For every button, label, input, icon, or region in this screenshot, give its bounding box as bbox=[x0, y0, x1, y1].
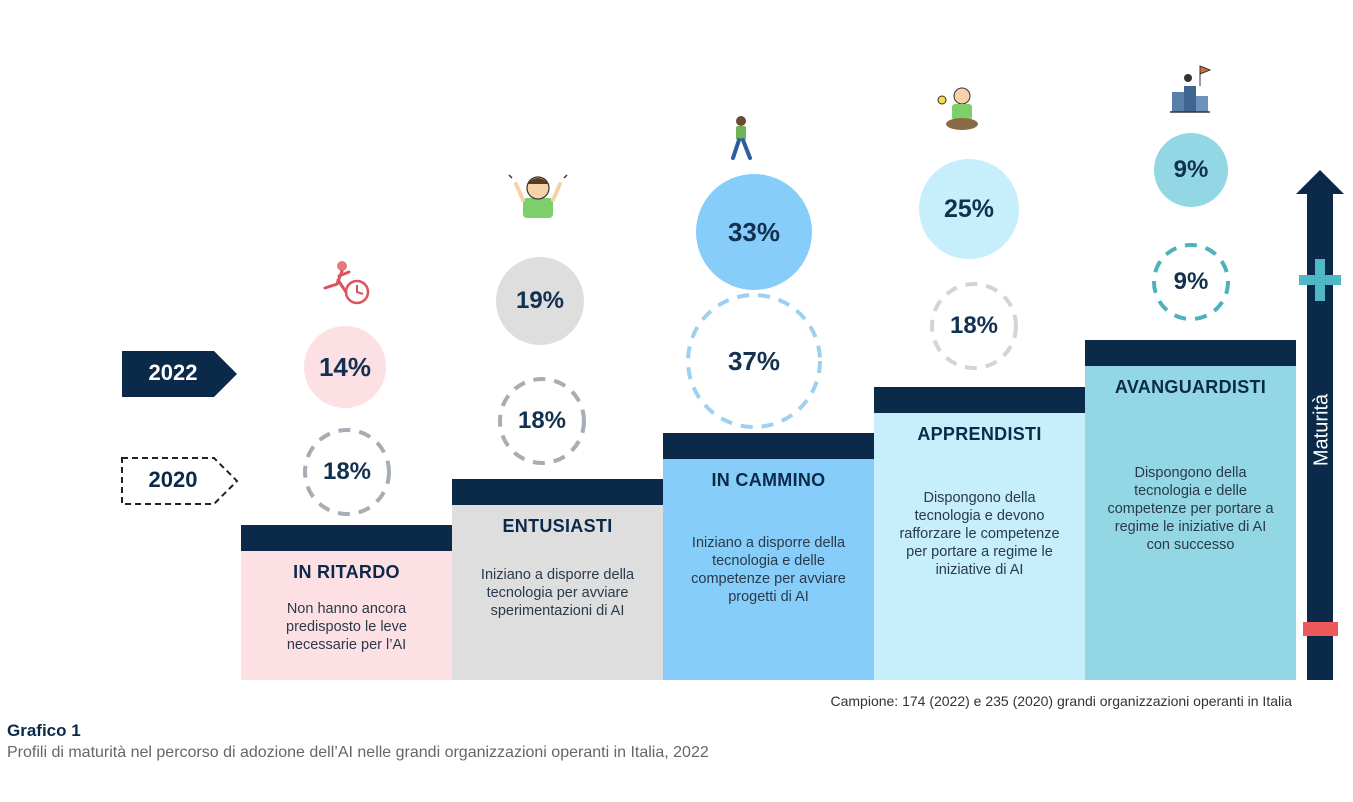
step-panel-2 bbox=[452, 505, 663, 680]
legend-2020-shape bbox=[121, 457, 239, 505]
source-note: Campione: 174 (2022) e 235 (2020) grandi… bbox=[830, 693, 1292, 709]
step-band-3 bbox=[663, 433, 874, 459]
bubble-2020-ring-2 bbox=[498, 377, 586, 465]
figure-title: Grafico 1 bbox=[7, 721, 81, 740]
step-band-5 bbox=[1085, 340, 1296, 366]
excited-person-icon bbox=[508, 174, 568, 218]
bubble-2020-1: 18% bbox=[322, 458, 372, 485]
learning-person-icon bbox=[937, 87, 978, 130]
figure-subtitle: Profili di maturità nel percorso di adoz… bbox=[7, 744, 709, 761]
bubble-2020-2: 18% bbox=[517, 407, 567, 434]
bubble-2022-2: 19% bbox=[496, 257, 584, 345]
step-title-4: APPRENDISTI bbox=[917, 424, 1042, 444]
bubble-2020-4: 18% bbox=[949, 312, 999, 339]
bubble-2020-ring-3 bbox=[686, 293, 822, 429]
legend-2022-label: 2022 bbox=[148, 360, 198, 385]
maturity-axis-label: Maturità bbox=[1310, 393, 1333, 467]
bubble-2022-1: 14% bbox=[304, 326, 386, 408]
legend-2020-label: 2020 bbox=[148, 467, 198, 492]
step-description-4: Dispongono della tecnologia e devono raf… bbox=[899, 490, 1060, 578]
bubble-2022-4: 25% bbox=[919, 159, 1019, 259]
step-panel-3 bbox=[663, 459, 874, 680]
axis-plus-marker-v bbox=[1315, 259, 1325, 301]
step-title-5: AVANGUARDISTI bbox=[1114, 377, 1267, 397]
step-title-1: IN RITARDO bbox=[293, 562, 400, 582]
step-panel-5 bbox=[1085, 366, 1296, 680]
axis-minus-marker bbox=[1303, 622, 1338, 636]
step-description-2: Iniziano a disporre della tecnologia per… bbox=[480, 567, 635, 619]
bubble-2020-ring-1 bbox=[303, 428, 391, 516]
running-late-icon bbox=[323, 261, 370, 305]
bubble-2020-ring-4 bbox=[930, 282, 1018, 370]
bubble-2020-5: 9% bbox=[1173, 268, 1209, 295]
maturity-axis-arrowhead bbox=[1296, 170, 1344, 194]
step-panel-1 bbox=[241, 551, 452, 680]
bubble-2022-3: 33% bbox=[696, 174, 812, 290]
bubble-2020-3: 37% bbox=[727, 345, 781, 376]
step-title-3: IN CAMMINO bbox=[711, 470, 826, 490]
bubble-2022-5: 9% bbox=[1154, 133, 1228, 207]
legend-2022-shape bbox=[122, 351, 237, 397]
walking-person-icon bbox=[731, 116, 752, 160]
step-band-1 bbox=[241, 525, 452, 551]
step-band-2 bbox=[452, 479, 663, 505]
step-title-2: ENTUSIASTI bbox=[502, 516, 613, 536]
step-band-4 bbox=[874, 387, 1085, 413]
step-description-5: Dispongono della tecnologia e delle comp… bbox=[1107, 465, 1274, 553]
step-description-1: Non hanno ancora predisposto le leve nec… bbox=[286, 601, 407, 653]
summit-flag-icon bbox=[1170, 65, 1212, 113]
bubble-2020-ring-5 bbox=[1152, 243, 1230, 321]
step-panel-4 bbox=[874, 413, 1085, 680]
step-description-3: Iniziano a disporre della tecnologia e d… bbox=[691, 535, 846, 605]
